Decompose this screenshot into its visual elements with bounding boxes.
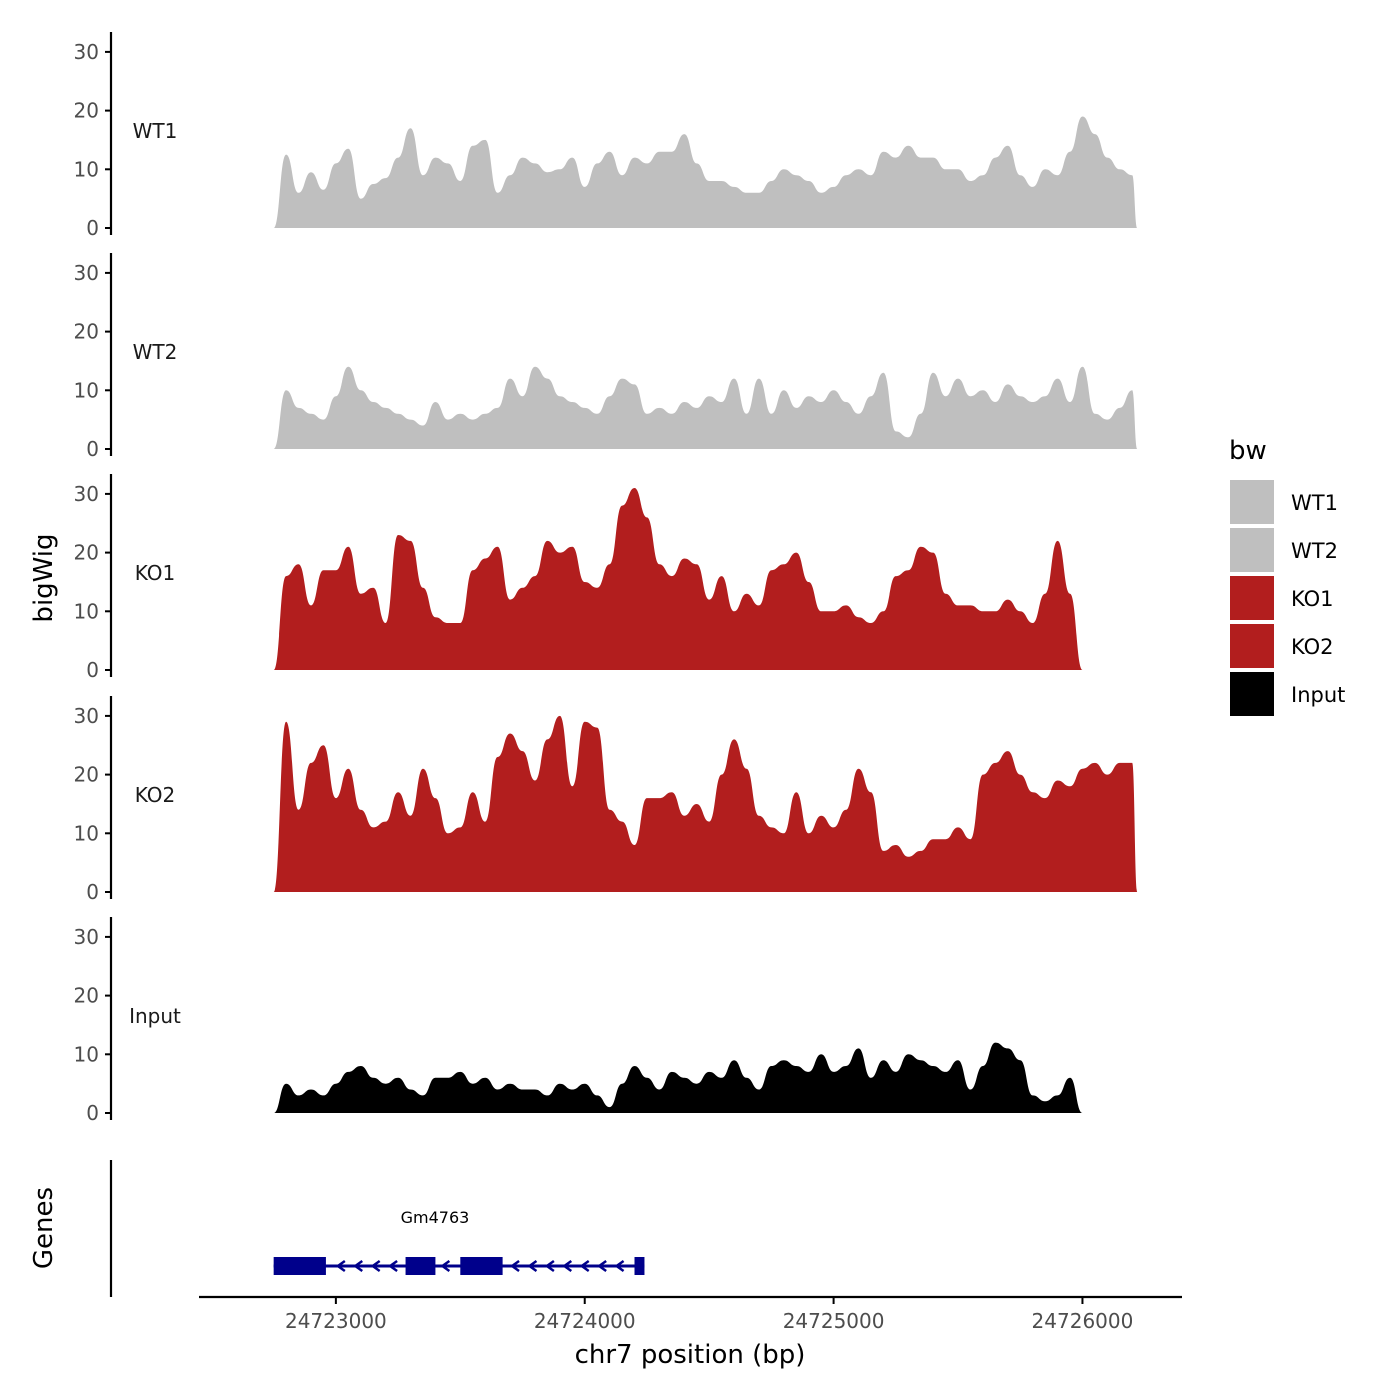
legend-label: KO2 — [1291, 635, 1334, 659]
track-label: KO1 — [135, 561, 176, 585]
coverage-area-wt2 — [273, 366, 1138, 449]
y-tick-label: 0 — [86, 658, 99, 682]
track-wt1: 0 10 20 30 WT1 — [74, 32, 1138, 240]
y-ticks: 0 10 20 30 — [74, 482, 111, 682]
legend-label: Input — [1291, 683, 1345, 707]
coverage-area-ko2 — [273, 715, 1138, 892]
track-label: WT1 — [133, 119, 178, 143]
y-ticks: 0 10 20 30 — [74, 261, 111, 461]
y-tick-label: 10 — [74, 1042, 99, 1066]
track-label: WT2 — [133, 340, 178, 364]
y-tick-label: 0 — [86, 216, 99, 240]
coverage-area-input — [273, 1042, 1138, 1113]
legend-items: WT1 WT2 KO1 KO2 Input — [1230, 480, 1345, 716]
gene-exon — [405, 1257, 436, 1275]
legend-label: WT2 — [1291, 539, 1338, 563]
legend-label: KO1 — [1291, 587, 1334, 611]
strand-arrow — [562, 1259, 573, 1273]
genes-panel: Genes Gm4763 — [29, 1160, 645, 1297]
legend-label: WT1 — [1291, 491, 1338, 515]
y-tick-label: 30 — [74, 704, 99, 728]
legend: bw WT1 WT2 KO1 KO2 Input — [1229, 436, 1345, 716]
legend-swatch — [1230, 576, 1274, 620]
gene-exon — [273, 1257, 326, 1275]
y-tick-label: 0 — [86, 437, 99, 461]
y-tick-label: 10 — [74, 378, 99, 402]
y-tick-label: 10 — [74, 599, 99, 623]
gene-model — [273, 1257, 645, 1275]
track-wt2: 0 10 20 30 WT2 — [74, 253, 1138, 461]
y-axis-title: bigWig — [29, 533, 59, 622]
track-input: 0 10 20 30 Input — [74, 917, 1138, 1125]
y-tick-label: 0 — [86, 880, 99, 904]
y-tick-label: 20 — [74, 320, 99, 344]
genes-axis-title: Genes — [29, 1187, 59, 1269]
strand-arrow — [353, 1259, 363, 1273]
strand-arrow — [527, 1259, 538, 1273]
strand-arrow — [440, 1259, 451, 1273]
x-tick-label: 24726000 — [1032, 1309, 1134, 1333]
strand-arrow — [387, 1259, 398, 1273]
y-tick-label: 10 — [74, 157, 99, 181]
strand-arrow — [544, 1259, 555, 1273]
y-tick-label: 30 — [74, 482, 99, 506]
y-tick-label: 30 — [74, 925, 99, 949]
gene-exon — [634, 1257, 645, 1275]
track-label: KO2 — [135, 783, 176, 807]
y-tick-label: 0 — [86, 1101, 99, 1125]
track-ko1: 0 10 20 30 KO1 — [74, 474, 1138, 682]
x-tick-label: 24723000 — [285, 1309, 387, 1333]
y-ticks: 0 10 20 30 — [74, 40, 111, 240]
y-tick-label: 10 — [74, 821, 99, 845]
y-ticks: 0 10 20 30 — [74, 704, 111, 904]
legend-swatch — [1230, 624, 1274, 668]
strand-arrow — [509, 1259, 520, 1273]
coverage-area-ko1 — [273, 488, 1138, 670]
legend-title: bw — [1229, 436, 1267, 466]
x-tick-label: 24724000 — [534, 1309, 636, 1333]
x-axis-title: chr7 position (bp) — [575, 1340, 806, 1370]
y-tick-label: 20 — [74, 99, 99, 123]
strand-arrow — [335, 1259, 346, 1273]
track-ko2: 0 10 20 30 KO2 — [74, 696, 1138, 904]
coverage-area-wt1 — [273, 116, 1138, 228]
y-tick-label: 30 — [74, 40, 99, 64]
strand-arrow — [614, 1259, 625, 1273]
strand-arrow — [579, 1259, 590, 1273]
legend-swatch — [1230, 528, 1274, 572]
gene-exon — [460, 1257, 503, 1275]
legend-swatch — [1230, 480, 1274, 524]
x-ticks: 24723000 24724000 24725000 24726000 — [285, 1297, 1133, 1333]
track-label: Input — [129, 1004, 181, 1028]
strand-arrow — [597, 1259, 607, 1273]
x-tick-label: 24725000 — [783, 1309, 885, 1333]
y-ticks: 0 10 20 30 — [74, 925, 111, 1125]
strand-arrow — [370, 1259, 381, 1273]
y-tick-label: 20 — [74, 541, 99, 565]
y-tick-label: 20 — [74, 984, 99, 1008]
x-axis: 24723000 24724000 24725000 24726000 chr7 po… — [199, 1295, 1182, 1370]
legend-swatch — [1230, 672, 1274, 716]
y-tick-label: 20 — [74, 763, 99, 787]
y-tick-label: 30 — [74, 261, 99, 285]
gene-label: Gm4763 — [401, 1208, 470, 1227]
